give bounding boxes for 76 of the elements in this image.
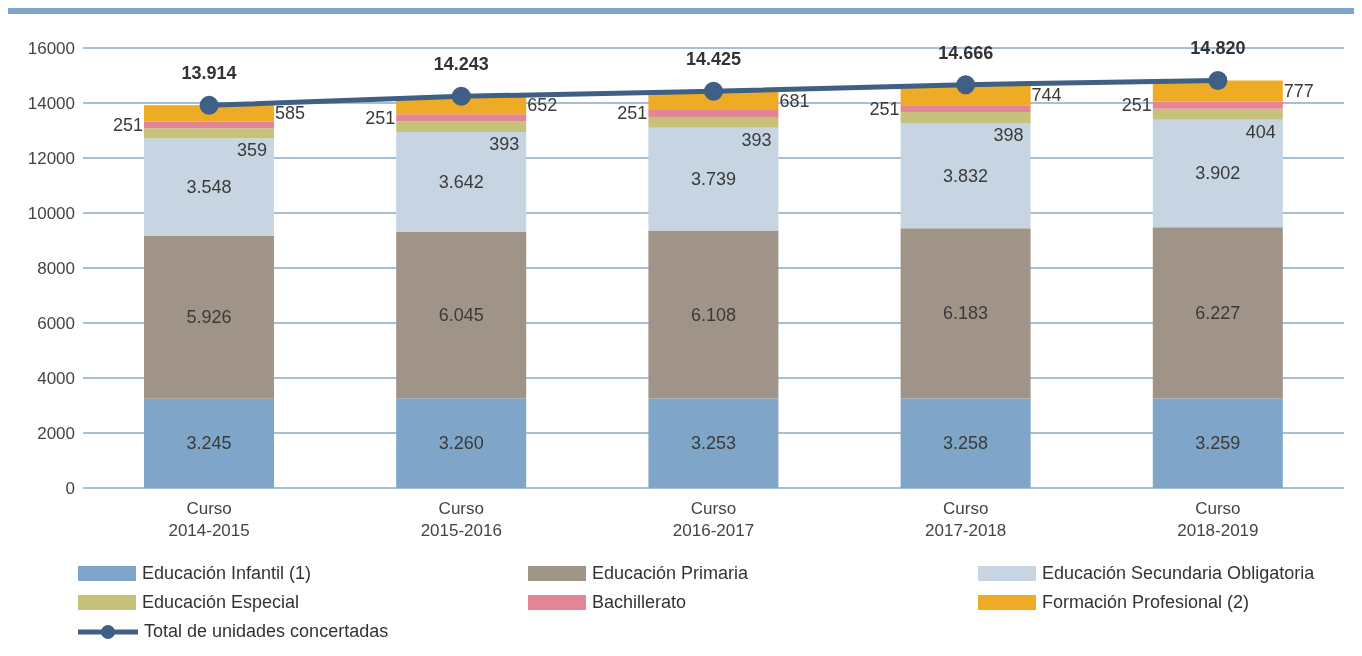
x-tick-label: Curso 2018-2019: [1177, 499, 1259, 540]
bar: [648, 110, 779, 117]
bar: [1152, 101, 1283, 109]
x-tick-label: Curso 2014-2015: [168, 499, 250, 540]
bar: [1152, 108, 1283, 120]
bar: [144, 128, 274, 139]
bar: [900, 228, 1031, 399]
data-label: 3.253: [690, 433, 736, 454]
data-label: 251: [112, 114, 143, 135]
data-label: 14.666: [938, 42, 994, 63]
data-label: 6.045: [438, 305, 484, 326]
data-label: 251: [617, 103, 648, 124]
y-tick-label: 8000: [37, 259, 75, 279]
data-label: 393: [489, 133, 520, 154]
y-tick-label: 10000: [27, 204, 75, 224]
data-label: 652: [527, 95, 558, 116]
data-label: 3.259: [1195, 433, 1241, 454]
bar: [396, 232, 527, 399]
data-label: 14.820: [1190, 38, 1246, 59]
y-tick-label: 12000: [27, 149, 75, 169]
data-label: 6.227: [1195, 302, 1241, 323]
data-label: 14.425: [685, 49, 742, 70]
y-tick-label: 14000: [27, 94, 75, 114]
data-label: 14.243: [433, 54, 489, 75]
data-label: 251: [869, 98, 900, 119]
data-label: 777: [1283, 81, 1314, 102]
data-label: 13.914: [181, 63, 237, 84]
data-label: 6.108: [690, 304, 736, 325]
legend-label: Bachillerato: [592, 592, 687, 613]
data-label: 681: [779, 90, 810, 111]
bar: [144, 121, 274, 129]
data-label: 3.832: [943, 165, 989, 186]
data-label: 5.926: [186, 307, 232, 328]
y-tick-label: 2000: [37, 424, 75, 444]
y-tick-label: 16000: [27, 39, 75, 59]
bar: [648, 127, 779, 231]
bar: [1152, 227, 1283, 399]
data-label: 3.642: [438, 172, 484, 193]
y-tick-label: 0: [65, 479, 75, 499]
data-label: 251: [1121, 95, 1152, 116]
x-tick-label: Curso 2016-2017: [672, 499, 755, 540]
data-label: 359: [236, 140, 268, 161]
bar: [396, 114, 527, 122]
data-label: 393: [741, 129, 772, 150]
bar: [144, 235, 274, 399]
y-tick-label: 4000: [37, 369, 75, 389]
legend-label: Educación Especial: [142, 592, 300, 613]
bar: [396, 121, 527, 132]
y-tick-label: 6000: [37, 314, 75, 334]
data-label: 404: [1245, 121, 1276, 142]
legend-label: Educación Primaria: [592, 563, 749, 584]
bar: [648, 116, 779, 128]
data-label: 6.183: [943, 303, 989, 324]
data-label: 3.245: [186, 433, 232, 454]
bar: [900, 112, 1031, 123]
data-label: 585: [275, 103, 306, 124]
legend-label: Formación Profesional (2): [1042, 592, 1250, 613]
bar: [648, 230, 779, 399]
bar: [396, 131, 527, 233]
data-label: 3.739: [690, 169, 736, 190]
bar: [1152, 119, 1283, 228]
data-label: 3.260: [438, 433, 484, 454]
bar: [144, 138, 274, 236]
data-label: 744: [1031, 84, 1062, 105]
data-label: 398: [993, 124, 1024, 145]
legend-label: Total de unidades concertadas: [144, 621, 389, 642]
x-tick-label: Curso 2015-2016: [420, 499, 502, 540]
x-tick-label: Curso 2017-2018: [925, 499, 1007, 540]
legend-label: Educación Secundaria Obligatoria: [1042, 563, 1315, 584]
data-label: 3.548: [186, 177, 232, 198]
bar: [900, 122, 1031, 229]
data-label: 3.902: [1195, 163, 1241, 184]
legend-label: Educación Infantil (1): [142, 563, 312, 584]
bar: [900, 105, 1031, 113]
data-label: 3.258: [943, 433, 989, 454]
data-label: 251: [365, 107, 396, 128]
